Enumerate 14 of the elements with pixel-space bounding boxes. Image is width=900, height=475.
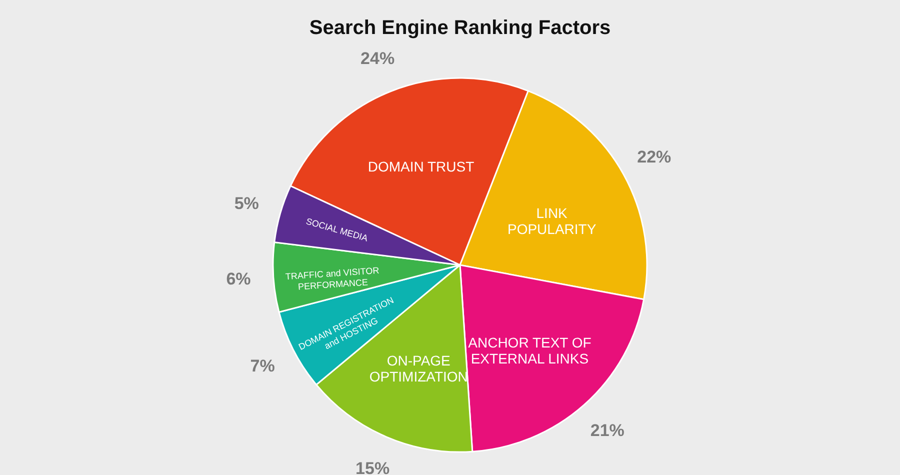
- slice-label: ON-PAGE OPTIMIZATION: [369, 352, 468, 385]
- data-label: 6%: [226, 270, 251, 289]
- data-label: 5%: [234, 194, 259, 213]
- data-label: 24%: [360, 48, 395, 68]
- data-label: 7%: [250, 356, 275, 376]
- slice-label: DOMAIN TRUST: [368, 158, 475, 175]
- data-label: 22%: [637, 147, 672, 166]
- slice-label: ANCHOR TEXT OF EXTERNAL LINKS: [468, 334, 592, 367]
- slice-label: LINK POPULARITY: [507, 205, 597, 238]
- slice-label: SOCIAL MEDIA: [304, 216, 369, 244]
- data-label: 15%: [356, 459, 390, 475]
- slice-label: TRAFFIC and VISITOR PERFORMANCE: [285, 265, 380, 292]
- chart-title: Search Engine Ranking Factors: [309, 16, 611, 39]
- data-label: 21%: [590, 421, 624, 440]
